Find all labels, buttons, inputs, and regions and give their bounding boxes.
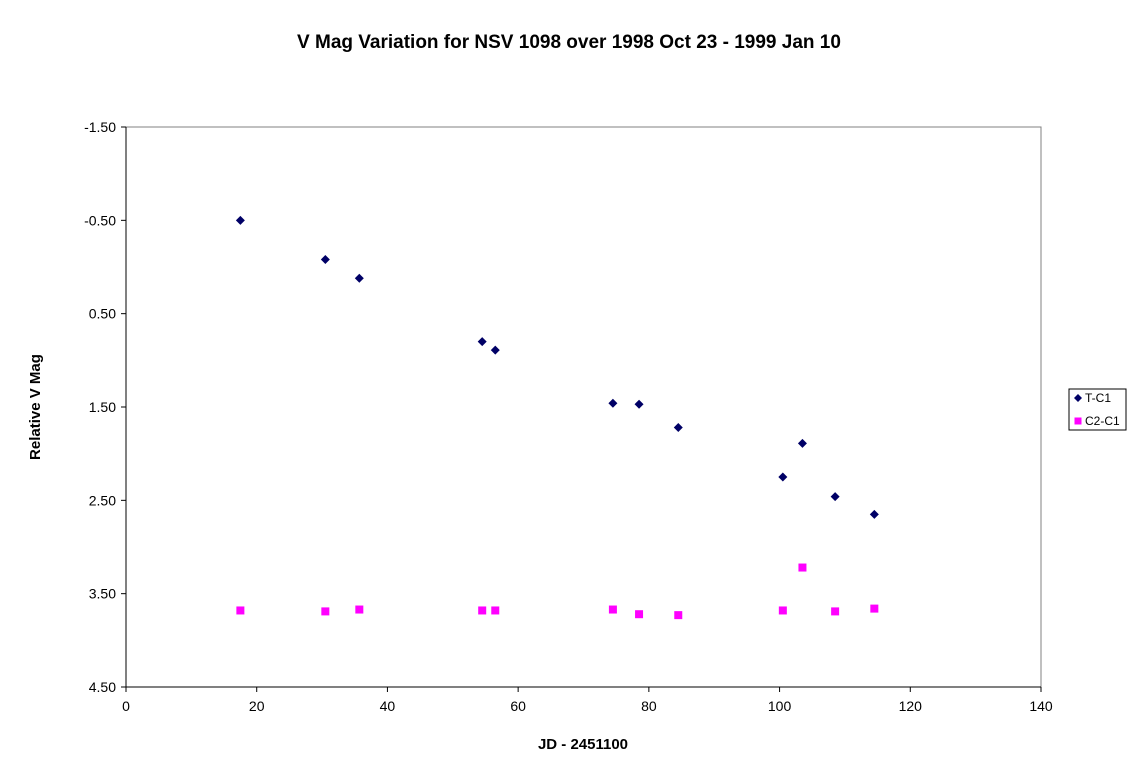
- data-point-diamond: [490, 345, 500, 355]
- y-axis: -1.50 -0.50 0.50 1.50 2.50 3.50 4.50: [84, 119, 127, 695]
- y-tick-label: 4.50: [89, 679, 116, 695]
- data-points: [235, 215, 879, 620]
- x-tick-label: 0: [122, 698, 130, 714]
- data-point-square: [321, 607, 330, 616]
- data-point-square: [674, 611, 683, 620]
- data-point-diamond: [634, 399, 644, 409]
- x-tick-label: 20: [249, 698, 265, 714]
- plot-area: [125, 126, 1042, 688]
- data-point-diamond: [354, 273, 364, 283]
- legend: T-C1 C2-C1: [1068, 388, 1127, 431]
- y-tick-label: -1.50: [84, 119, 116, 135]
- y-tick-label: 3.50: [89, 586, 116, 602]
- data-point-diamond: [235, 215, 245, 225]
- legend-marker: [1074, 417, 1082, 425]
- chart-title: V Mag Variation for NSV 1098 over 1998 O…: [297, 32, 841, 53]
- data-point-diamond: [477, 337, 487, 347]
- y-tick-label: 0.50: [89, 306, 116, 322]
- data-point-diamond: [778, 472, 788, 482]
- series-T-C1: [235, 215, 879, 519]
- x-tick-label: 120: [899, 698, 923, 714]
- data-point-square: [798, 563, 807, 572]
- data-point-square: [491, 606, 500, 615]
- x-tick-label: 100: [768, 698, 792, 714]
- x-axis-title: JD - 2451100: [538, 736, 628, 753]
- series-C2-C1: [236, 563, 879, 620]
- legend-marker: [1074, 394, 1082, 402]
- y-tick-label: 1.50: [89, 399, 116, 415]
- x-tick-label: 140: [1029, 698, 1053, 714]
- data-point-square: [778, 606, 787, 615]
- x-axis: 0 20 40 60 80 100 120 140: [122, 686, 1053, 714]
- legend-label: T-C1: [1085, 391, 1111, 405]
- data-point-diamond: [320, 255, 330, 265]
- data-point-square: [355, 605, 364, 614]
- y-tick-label: 2.50: [89, 492, 116, 508]
- data-point-diamond: [869, 509, 879, 519]
- data-point-diamond: [797, 438, 807, 448]
- data-point-square: [608, 605, 617, 614]
- data-point-diamond: [608, 398, 618, 408]
- y-tick-label: -0.50: [84, 212, 116, 228]
- y-axis-title: Relative V Mag: [27, 354, 44, 460]
- data-point-diamond: [673, 423, 683, 433]
- data-point-square: [236, 606, 245, 615]
- legend-label: C2-C1: [1085, 414, 1120, 428]
- data-point-square: [831, 607, 840, 616]
- data-point-diamond: [830, 492, 840, 502]
- x-tick-label: 80: [641, 698, 657, 714]
- data-point-square: [635, 610, 644, 619]
- data-point-square: [870, 604, 879, 613]
- x-tick-label: 40: [380, 698, 396, 714]
- data-point-square: [478, 606, 487, 615]
- x-tick-label: 60: [510, 698, 526, 714]
